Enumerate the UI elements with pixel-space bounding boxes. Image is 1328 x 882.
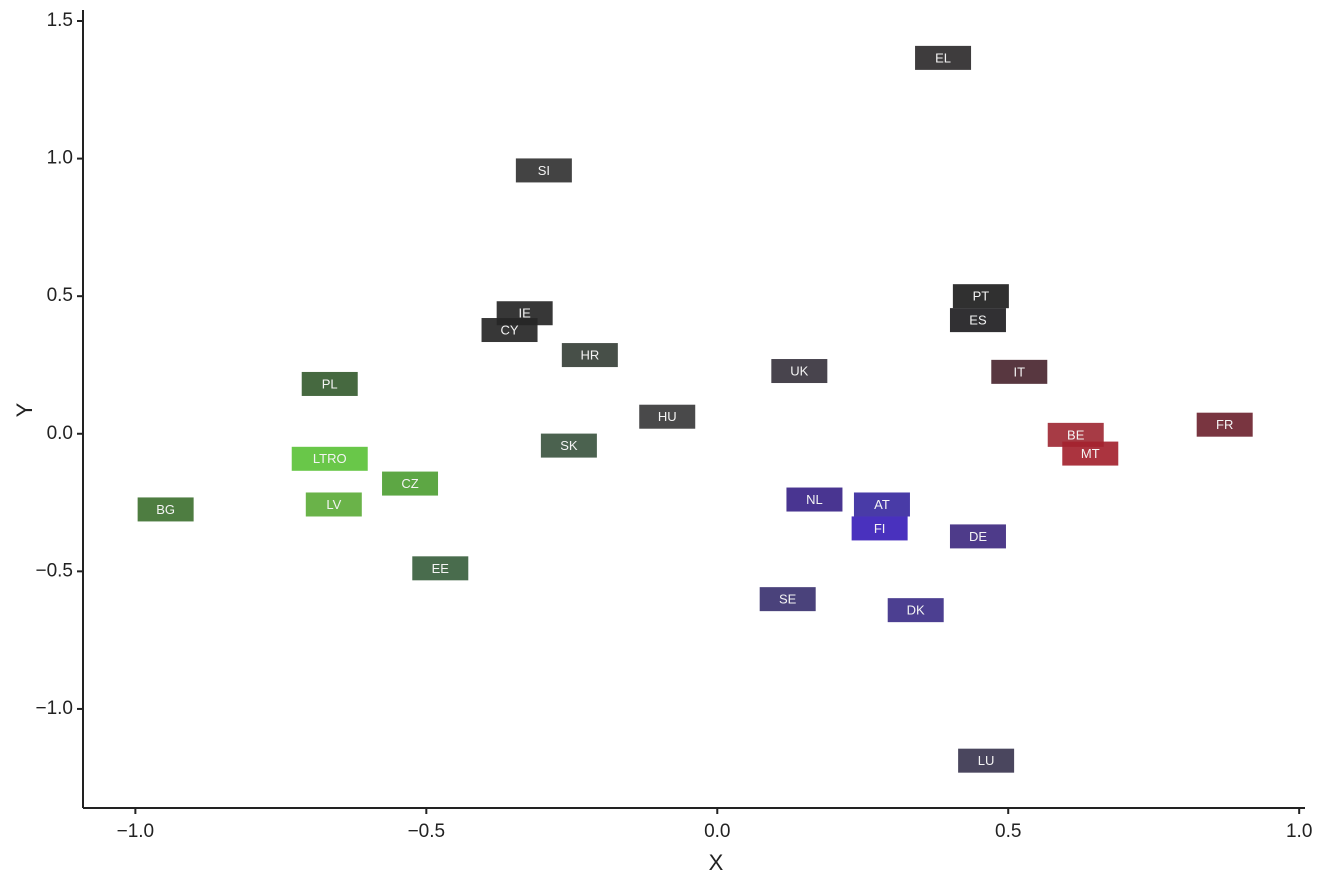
point-box	[949, 308, 1006, 333]
point-box	[786, 487, 843, 512]
point-label: HU	[658, 409, 677, 424]
point-box	[853, 492, 910, 517]
point-label: EL	[935, 50, 951, 65]
point-box	[851, 516, 908, 541]
point-box	[540, 433, 597, 458]
point-box	[887, 598, 944, 623]
point-label: HR	[580, 348, 599, 363]
x-axis-title: X	[709, 850, 724, 875]
point-box	[412, 556, 469, 581]
point-box	[291, 446, 368, 471]
point-label: NL	[806, 492, 823, 507]
point-label: IT	[1014, 364, 1026, 379]
x-tick-label: 0.5	[995, 821, 1021, 842]
point-label: SI	[538, 163, 550, 178]
point-label: PL	[322, 376, 338, 391]
x-tick-label: −0.5	[408, 821, 446, 842]
point-box	[958, 748, 1015, 773]
point-label: UK	[790, 363, 808, 378]
y-tick-label: 0.0	[47, 423, 73, 444]
y-tick-label: 1.5	[47, 10, 73, 31]
point-label: BE	[1067, 427, 1085, 442]
point-label: AT	[874, 497, 890, 512]
point-label: PT	[973, 289, 990, 304]
point-label: FR	[1216, 417, 1233, 432]
y-tick-label: 1.0	[47, 148, 73, 169]
point-box	[481, 318, 538, 343]
point-label: LU	[978, 753, 995, 768]
point-label: EE	[432, 561, 450, 576]
point-box	[639, 404, 696, 429]
point-label: BG	[156, 502, 175, 517]
point-label: FI	[874, 521, 886, 536]
point-box	[305, 492, 362, 517]
point-box	[382, 471, 439, 496]
point-label: MT	[1081, 446, 1100, 461]
point-box	[301, 371, 358, 396]
point-box	[561, 343, 618, 368]
point-box	[515, 158, 572, 183]
point-label: LTRO	[313, 451, 347, 466]
point-label: ES	[969, 313, 987, 328]
point-box	[1062, 441, 1119, 466]
point-label: LV	[326, 497, 341, 512]
y-axis-title: Y	[12, 402, 37, 417]
point-label: SE	[779, 592, 797, 607]
x-tick-label: 0.0	[704, 821, 730, 842]
x-tick-label: 1.0	[1286, 821, 1312, 842]
point-label: SK	[560, 438, 578, 453]
point-label: CZ	[401, 476, 418, 491]
point-box	[759, 587, 816, 612]
point-box	[952, 284, 1009, 309]
y-tick-label: −0.5	[35, 560, 73, 581]
point-box	[1196, 412, 1253, 437]
point-label: CY	[501, 322, 519, 337]
x-tick-label: −1.0	[117, 821, 155, 842]
point-label: IE	[519, 306, 532, 321]
point-box	[991, 359, 1048, 384]
point-box	[771, 359, 828, 384]
point-box	[915, 45, 972, 70]
y-tick-label: −1.0	[35, 698, 73, 719]
point-box	[949, 524, 1006, 549]
point-box	[137, 497, 194, 522]
point-label: DK	[907, 603, 925, 618]
point-label: DE	[969, 529, 987, 544]
y-tick-label: 0.5	[47, 285, 73, 306]
